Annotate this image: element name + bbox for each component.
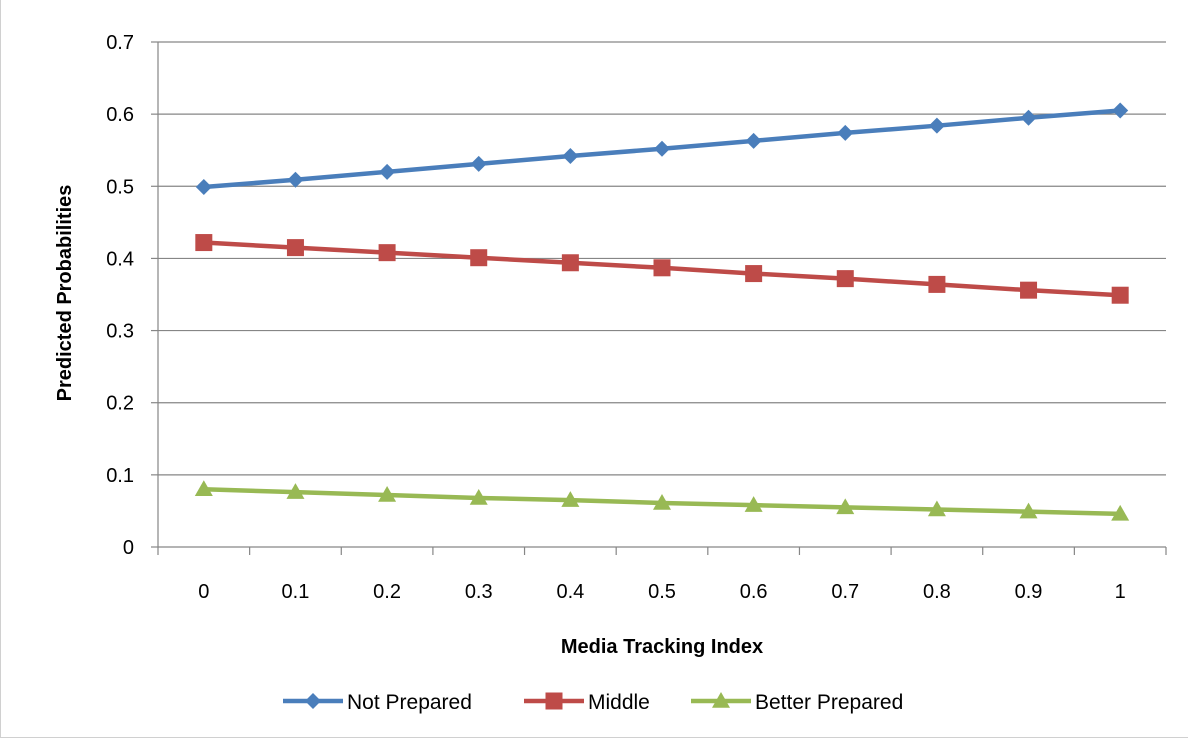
data-point — [836, 498, 855, 515]
series-middle — [195, 234, 1129, 304]
x-tick-label: 0.7 — [831, 581, 859, 603]
data-point — [379, 163, 396, 180]
x-tick-label: 0.3 — [465, 581, 493, 603]
data-point — [1111, 286, 1129, 304]
data-point — [1111, 504, 1130, 521]
legend-label: Middle — [588, 691, 650, 714]
legend-swatch-marker — [712, 692, 730, 708]
data-point — [928, 275, 946, 293]
series-better-prepared — [194, 480, 1130, 521]
data-point — [836, 270, 854, 288]
data-point — [286, 239, 304, 257]
data-point — [286, 483, 305, 499]
data-point — [837, 124, 854, 141]
x-tick-label: 0.4 — [556, 581, 584, 603]
data-point — [745, 132, 762, 149]
y-axis-title: Predicted Probabilities — [54, 185, 76, 402]
legend-item: Middle — [524, 691, 650, 714]
y-tick-label: 0.4 — [106, 248, 134, 270]
data-point — [470, 155, 487, 172]
data-point — [654, 140, 670, 157]
data-point — [561, 254, 579, 272]
legend-label: Not Prepared — [347, 691, 472, 714]
legend-item: Not Prepared — [283, 691, 472, 714]
x-axis-title: Media Tracking Index — [561, 636, 763, 658]
data-point — [561, 491, 580, 507]
y-tick-label: 0.3 — [106, 321, 134, 343]
data-point — [1020, 281, 1038, 299]
data-point — [653, 493, 671, 510]
data-point — [1112, 102, 1129, 119]
data-point — [194, 480, 213, 497]
legend-swatch-marker — [545, 692, 563, 710]
data-point — [653, 259, 671, 277]
x-tick-label: 0.5 — [648, 581, 676, 603]
legend-label: Better Prepared — [755, 691, 903, 714]
series — [194, 102, 1130, 521]
x-tick-label: 0 — [198, 581, 209, 603]
x-tick-label: 0.6 — [740, 581, 768, 603]
y-tick-label: 0.2 — [106, 393, 134, 415]
y-tick-labels: 0 0.1 0.2 0.3 0.4 0.5 0.6 0.7 — [106, 32, 134, 559]
data-point — [287, 171, 304, 188]
legend-swatch-marker — [305, 693, 321, 709]
data-point — [1019, 502, 1038, 519]
data-point — [745, 265, 763, 283]
data-point — [469, 488, 488, 505]
x-tick-label: 0.1 — [282, 581, 310, 603]
y-tick-label: 0.1 — [106, 465, 134, 487]
legend-item: Better Prepared — [691, 691, 903, 714]
data-point — [1020, 109, 1037, 126]
data-point — [927, 500, 946, 517]
x-tick-label: 0.2 — [373, 581, 401, 603]
data-point — [928, 117, 945, 134]
y-tick-label: 0.5 — [106, 176, 134, 198]
x-tick-label: 0.9 — [1015, 581, 1043, 603]
x-tick-labels: 0 0.1 0.2 0.3 0.4 0.5 0.6 0.7 0.8 0.9 1 — [198, 581, 1125, 603]
y-tick-label: 0.7 — [106, 32, 134, 54]
data-point — [195, 234, 213, 252]
gridlines — [158, 41, 1166, 476]
series-not-prepared — [195, 102, 1129, 196]
data-point — [744, 496, 763, 512]
y-tick-label: 0 — [123, 537, 134, 559]
x-tick-label: 1 — [1115, 581, 1126, 603]
y-tick-label: 0.6 — [106, 104, 134, 126]
axes — [151, 41, 1167, 555]
legend: Not Prepared Middle Better Prepared — [283, 691, 903, 714]
data-point — [195, 179, 212, 196]
x-tick-label: 0.8 — [923, 581, 951, 603]
data-point — [470, 249, 488, 267]
data-point — [378, 244, 396, 262]
data-point — [562, 147, 579, 164]
data-point — [378, 486, 397, 502]
